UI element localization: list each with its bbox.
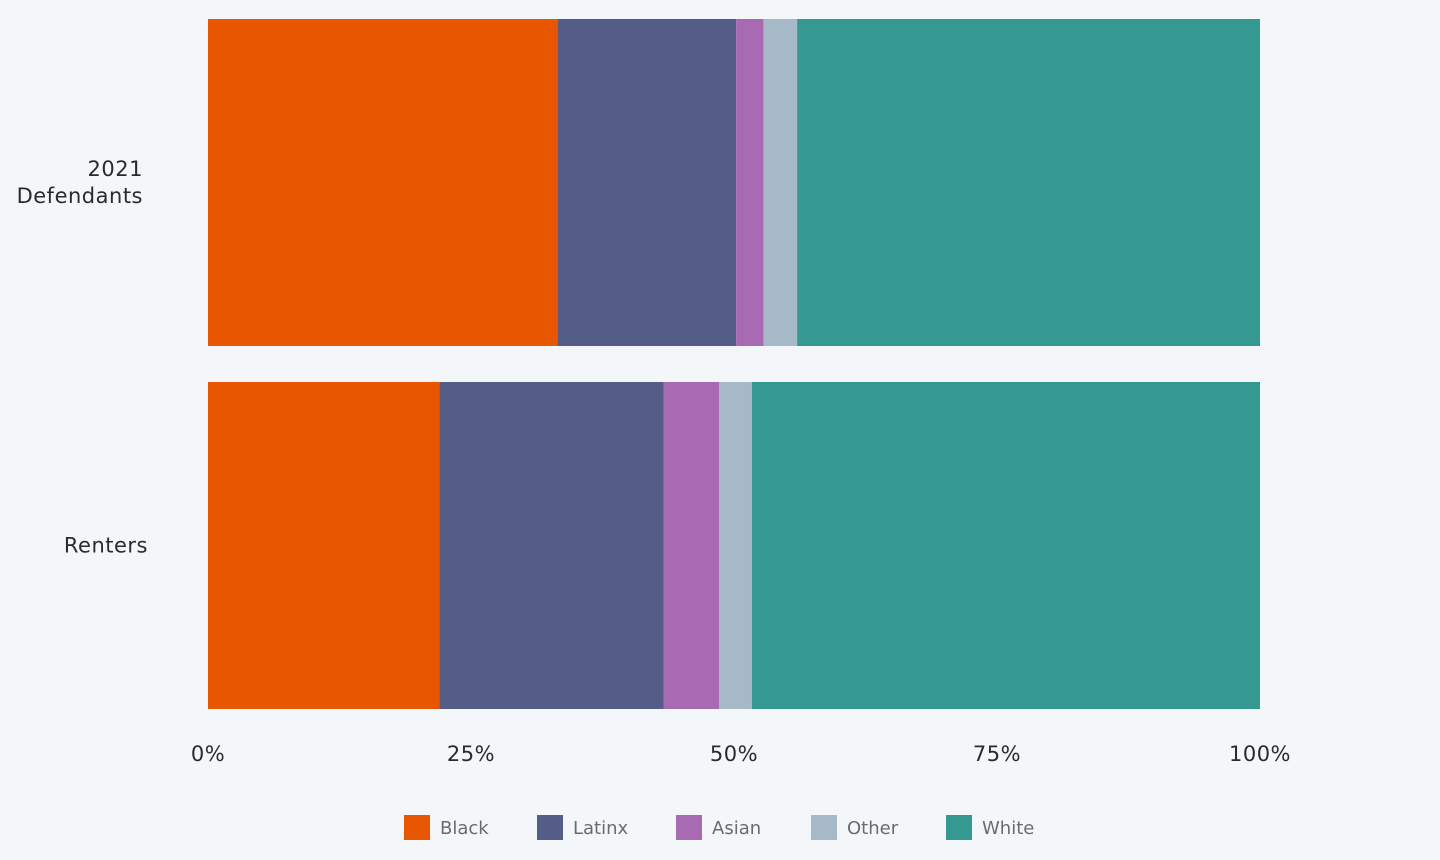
legend-swatch-white — [946, 815, 972, 840]
legend-label-other: Other — [847, 818, 899, 839]
category-label-0: 2021 Defendants — [17, 157, 143, 208]
bar-segment-latinx-0 — [557, 19, 737, 346]
x-tick-label: 50% — [710, 742, 758, 766]
legend-swatch-asian — [676, 815, 702, 840]
category-label-1: Renters — [64, 534, 148, 558]
x-tick-label: 25% — [447, 742, 495, 766]
bar-segment-latinx-1 — [439, 382, 664, 709]
bar-segment-asian-1 — [663, 382, 720, 709]
legend-swatch-black — [404, 815, 430, 840]
legend-label-latinx: Latinx — [573, 818, 629, 839]
x-axis-ticks: 0% 25% 50% 75% 100% — [191, 742, 1291, 766]
x-tick-label: 0% — [191, 742, 225, 766]
bar-segment-other-0 — [763, 19, 798, 346]
legend-swatch-latinx — [537, 815, 563, 840]
legend-label-white: White — [982, 818, 1034, 839]
x-tick-label: 100% — [1229, 742, 1291, 766]
legend: Black Latinx Asian Other White — [404, 815, 1034, 840]
bar-segment-black-0 — [208, 19, 558, 346]
legend-label-asian: Asian — [712, 818, 761, 839]
category-label-line: Renters — [64, 534, 148, 558]
category-label-line: 2021 — [88, 157, 143, 181]
category-label-line: Defendants — [17, 184, 143, 208]
category-labels: 2021 Defendants Renters — [17, 157, 148, 558]
bar-segment-black-1 — [208, 382, 440, 709]
bar-segment-white-1 — [751, 382, 1260, 709]
bar-segment-white-0 — [797, 19, 1260, 346]
bar-segment-other-1 — [719, 382, 752, 709]
legend-swatch-other — [811, 815, 837, 840]
legend-label-black: Black — [440, 818, 489, 839]
bar-segment-asian-0 — [736, 19, 764, 346]
bars-layer — [208, 19, 1260, 709]
x-tick-label: 75% — [973, 742, 1021, 766]
